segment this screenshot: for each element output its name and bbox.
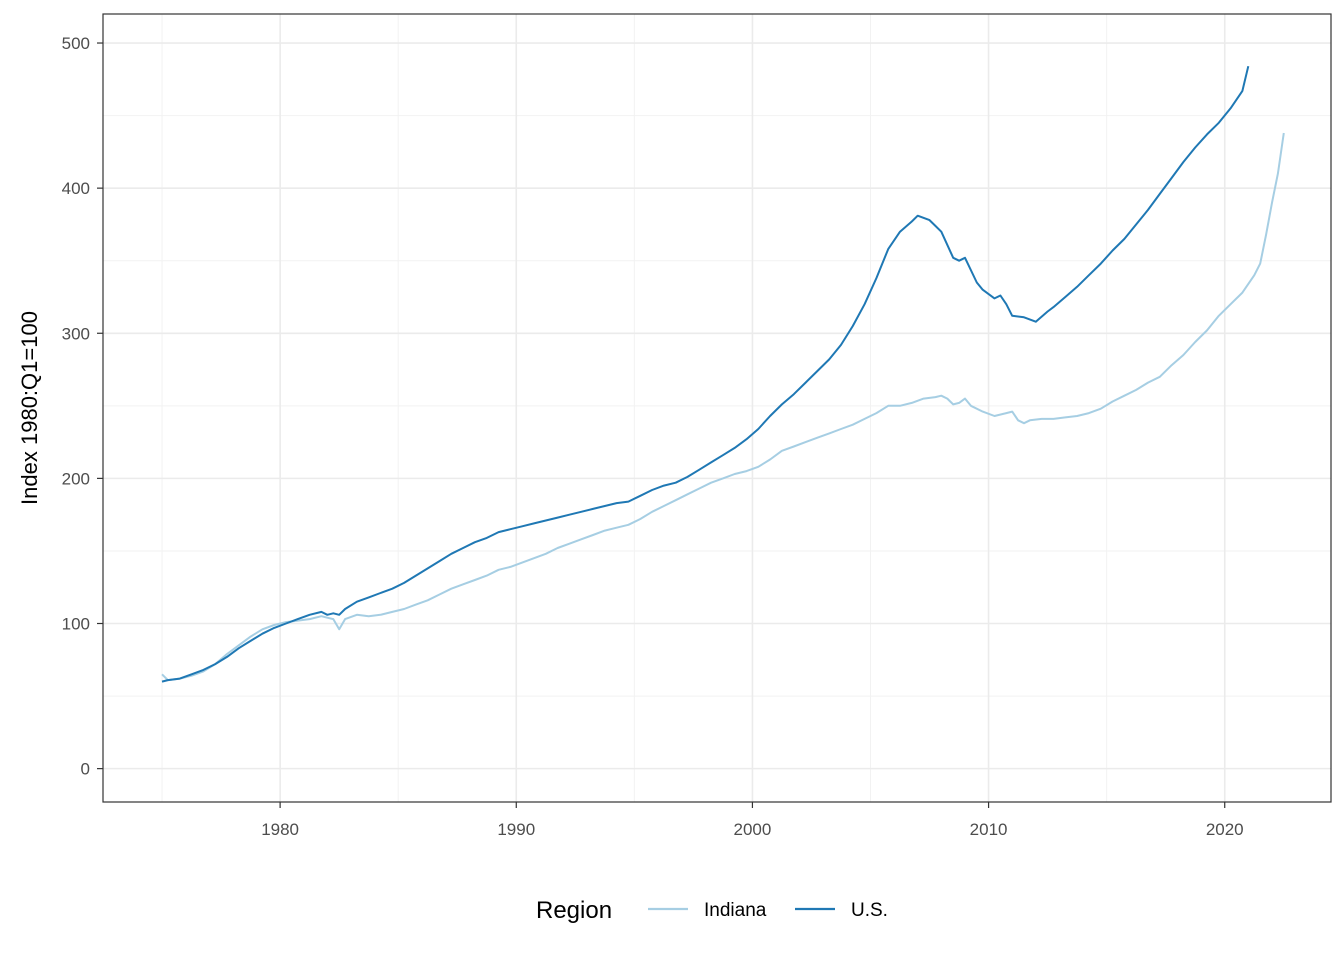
x-tick-label: 2000	[734, 820, 772, 839]
y-tick-label: 100	[62, 615, 90, 634]
legend: Region Indiana U.S.	[536, 897, 888, 924]
minor-grid	[103, 14, 1331, 802]
x-tick-label: 1990	[497, 820, 535, 839]
x-tick-label: 2010	[970, 820, 1008, 839]
x-axis: 1980 1990 2000 2010 2020	[261, 802, 1244, 839]
y-tick-label: 500	[62, 34, 90, 53]
y-tick-label: 0	[81, 760, 90, 779]
series-line-u-s	[161, 65, 1250, 683]
x-tick-label: 1980	[261, 820, 299, 839]
y-tick-label: 400	[62, 179, 90, 198]
legend-label-u-s: U.S.	[851, 900, 888, 921]
y-axis: 0 100 200 300 400 500	[62, 34, 103, 779]
major-grid	[103, 14, 1331, 802]
y-axis-title: Index 1980:Q1=100	[17, 311, 42, 505]
x-tick-label: 2020	[1206, 820, 1244, 839]
y-tick-label: 200	[62, 469, 90, 488]
legend-label-indiana: Indiana	[704, 900, 767, 921]
panel-border	[102, 13, 1332, 803]
y-tick-label: 300	[62, 324, 90, 343]
legend-items: Indiana U.S.	[648, 900, 888, 921]
legend-title: Region	[536, 897, 612, 924]
series-layer	[161, 65, 1285, 683]
series-line-indiana	[161, 132, 1285, 682]
plot-area	[103, 14, 1331, 802]
plot-panel	[103, 14, 1331, 802]
